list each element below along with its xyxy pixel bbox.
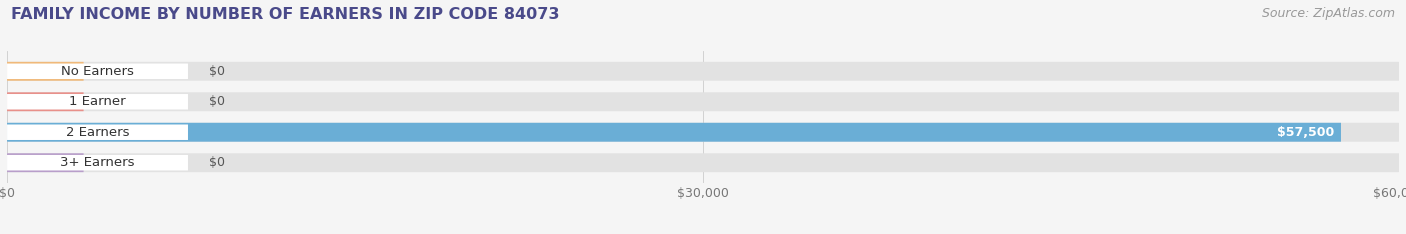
- FancyBboxPatch shape: [7, 62, 83, 81]
- FancyBboxPatch shape: [7, 153, 83, 172]
- FancyBboxPatch shape: [7, 153, 1399, 172]
- Text: 1 Earner: 1 Earner: [69, 95, 125, 108]
- Text: $0: $0: [209, 156, 225, 169]
- FancyBboxPatch shape: [7, 123, 1399, 142]
- Text: $0: $0: [209, 65, 225, 78]
- FancyBboxPatch shape: [7, 124, 188, 140]
- Text: No Earners: No Earners: [60, 65, 134, 78]
- FancyBboxPatch shape: [7, 92, 1399, 111]
- FancyBboxPatch shape: [7, 155, 188, 170]
- FancyBboxPatch shape: [7, 64, 188, 79]
- Text: Source: ZipAtlas.com: Source: ZipAtlas.com: [1261, 7, 1395, 20]
- FancyBboxPatch shape: [7, 92, 83, 111]
- Text: 2 Earners: 2 Earners: [66, 126, 129, 139]
- FancyBboxPatch shape: [7, 62, 1399, 81]
- Text: $57,500: $57,500: [1277, 126, 1334, 139]
- FancyBboxPatch shape: [7, 94, 188, 110]
- Text: FAMILY INCOME BY NUMBER OF EARNERS IN ZIP CODE 84073: FAMILY INCOME BY NUMBER OF EARNERS IN ZI…: [11, 7, 560, 22]
- Text: 3+ Earners: 3+ Earners: [60, 156, 135, 169]
- Text: $0: $0: [209, 95, 225, 108]
- FancyBboxPatch shape: [7, 123, 1341, 142]
